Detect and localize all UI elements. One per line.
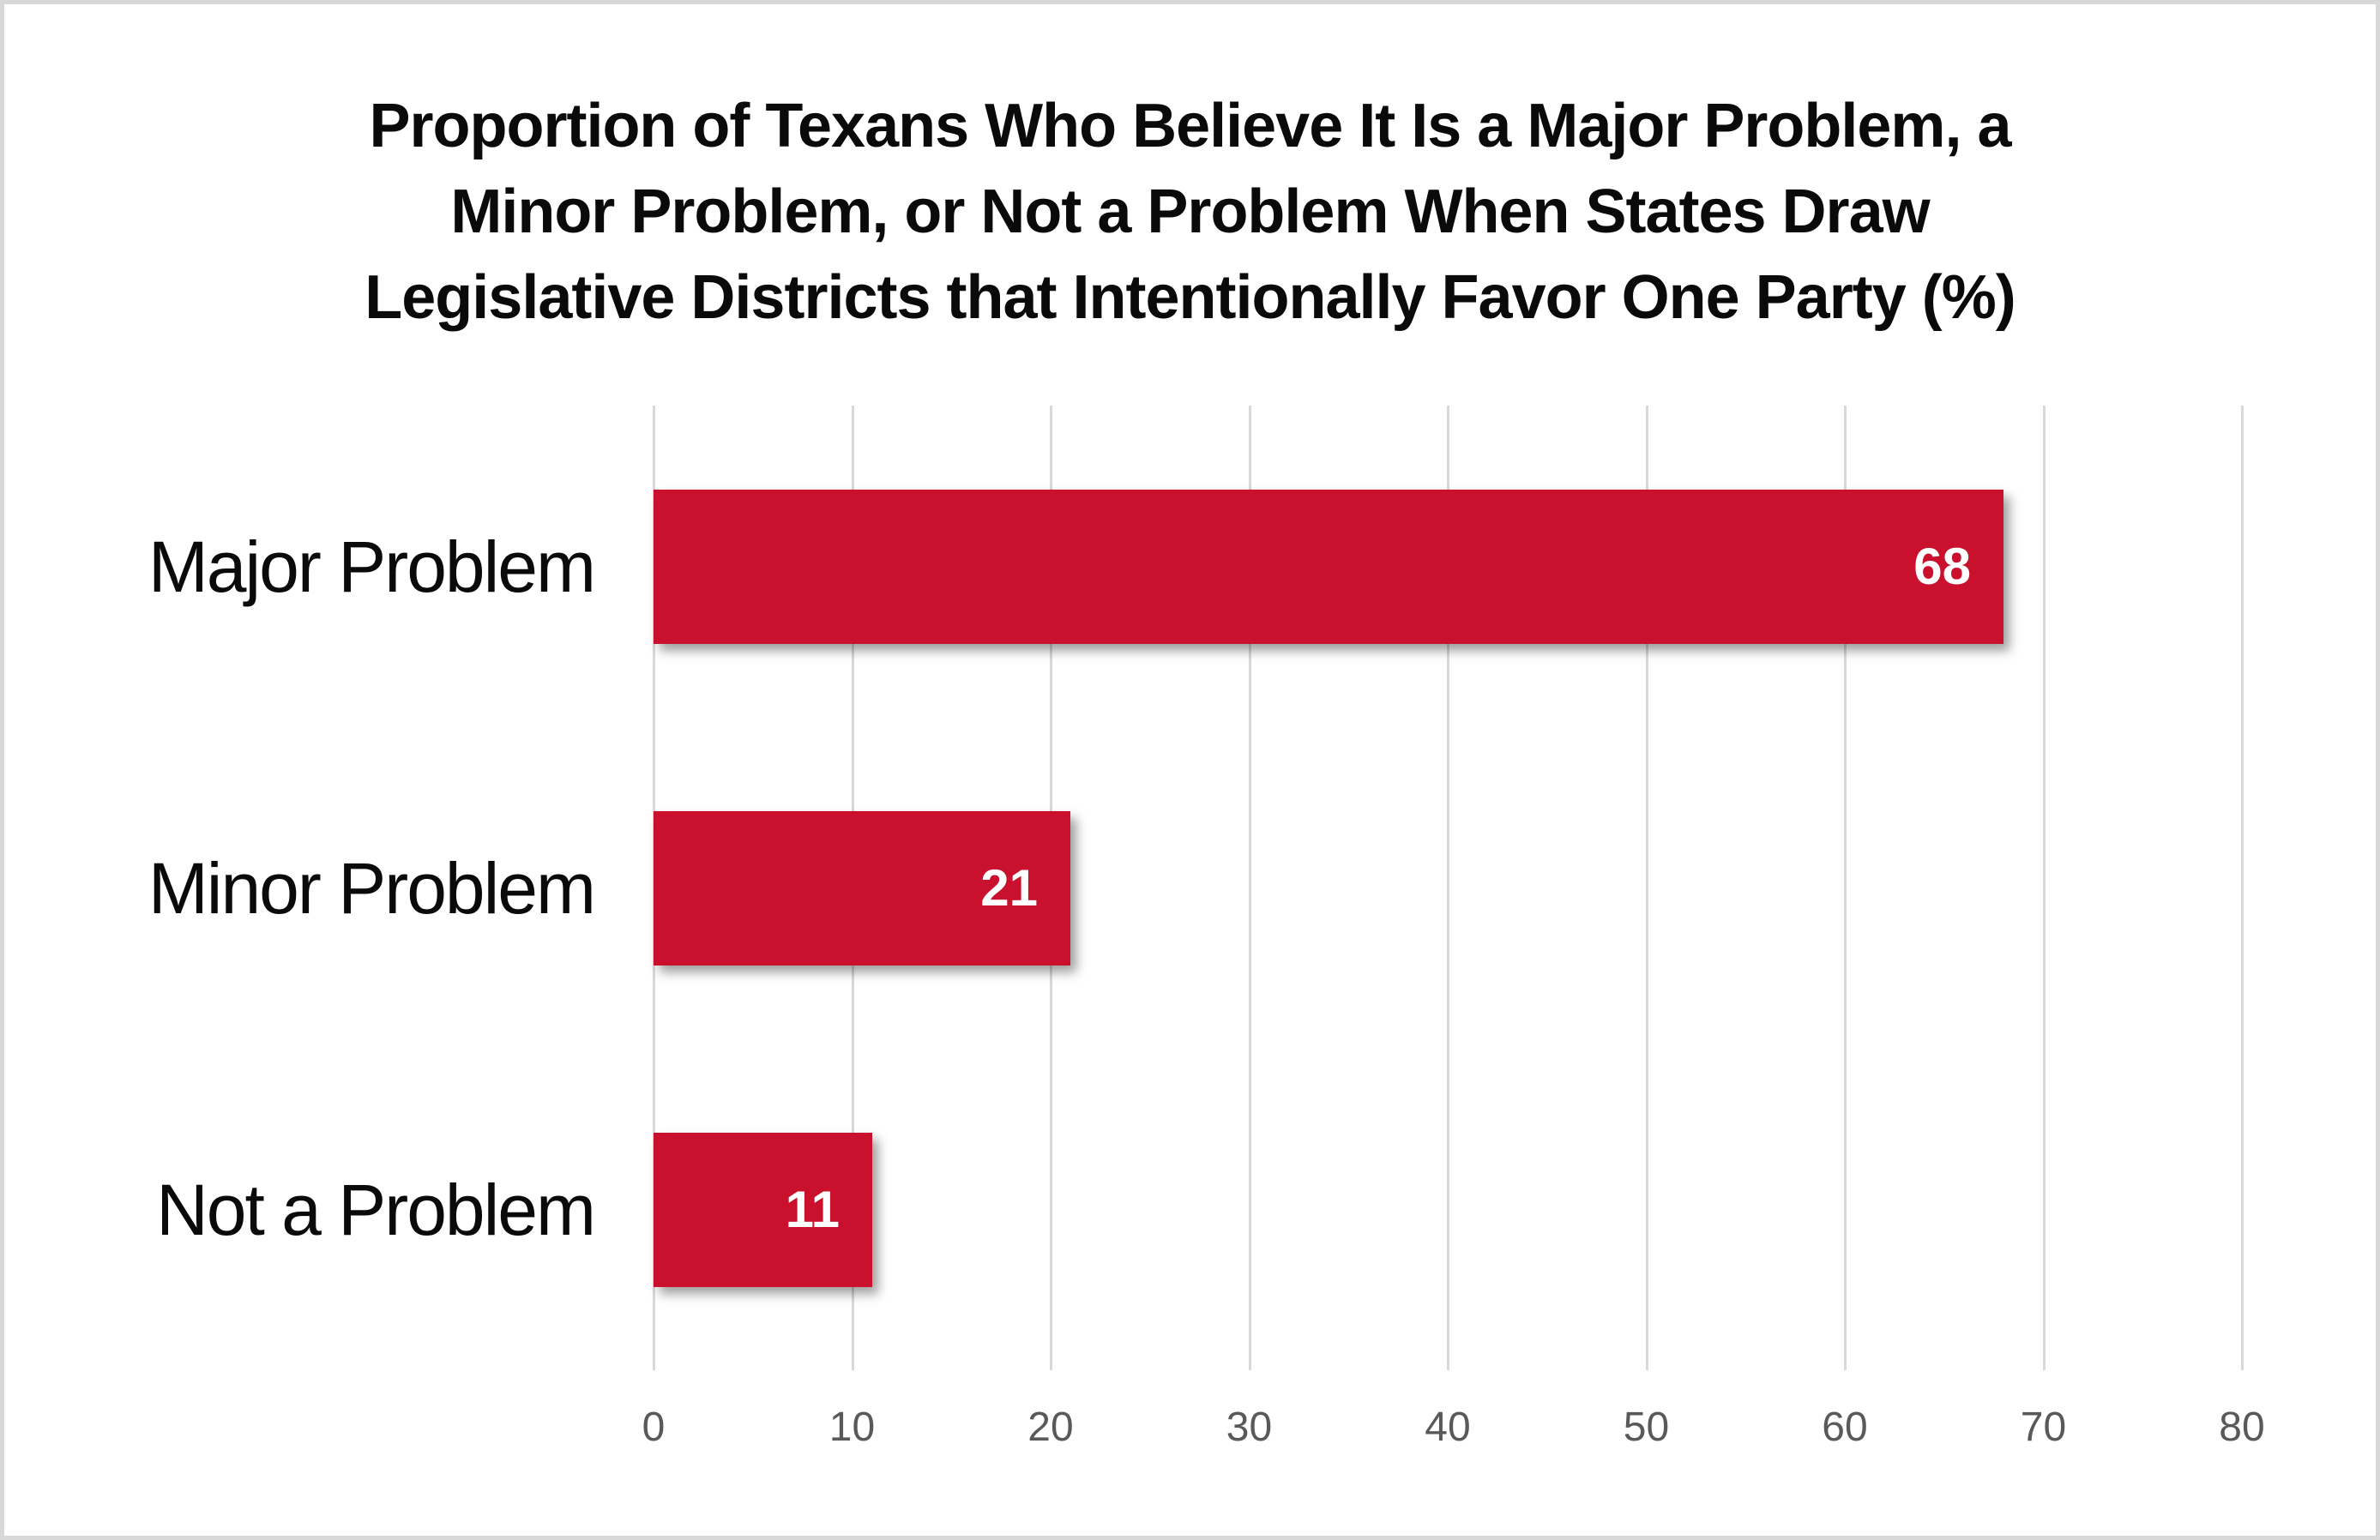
x-axis-tick-label-60: 60: [1822, 1405, 1868, 1450]
chart-title-line-3: Legislative Districts that Intentionally…: [365, 263, 2015, 332]
x-axis-tick-label-20: 20: [1027, 1405, 1074, 1450]
gridline-x-70: [2042, 406, 2046, 1370]
plot-area: 0 10 20 30 40 50 60 70 80 Major Problem 68 Minor Pr…: [4, 4, 2376, 1536]
category-label-not-a-problem: Not a Problem: [156, 1169, 596, 1250]
x-axis-tick-label-10: 10: [828, 1405, 876, 1450]
bar-value-label-minor-problem: 21: [980, 859, 1038, 917]
category-label-major-problem: Major Problem: [148, 526, 596, 607]
x-axis-tick-label-30: 30: [1226, 1405, 1273, 1450]
chart-title-line-1: Proportion of Texans Who Believe It Is a…: [369, 92, 2011, 160]
bar-value-label-not-a-problem: 11: [785, 1181, 840, 1238]
x-axis-tick-label-80: 80: [2219, 1405, 2265, 1450]
bar-major-problem: 68: [654, 489, 2003, 644]
gridline-x-30: [1248, 406, 1251, 1370]
gridline-x-80: [2241, 406, 2244, 1370]
bar-minor-problem: 21: [654, 810, 1070, 966]
bar-not-a-problem: 11: [654, 1132, 872, 1287]
gridline-x-60: [1844, 406, 1847, 1370]
category-label-minor-problem: Minor Problem: [148, 847, 596, 929]
x-axis-tick-label-0: 0: [642, 1405, 666, 1450]
x-axis-tick-label-70: 70: [2020, 1405, 2067, 1450]
gridline-x-40: [1447, 406, 1449, 1370]
gridline-x-50: [1645, 406, 1648, 1370]
x-axis-tick-label-40: 40: [1425, 1405, 1471, 1450]
x-axis-tick-label-50: 50: [1623, 1405, 1670, 1450]
chart-title-line-2: Minor Problem, or Not a Problem When Sta…: [450, 177, 1930, 246]
bar-value-label-major-problem: 68: [1913, 538, 1971, 595]
chart-title: Proportion of Texans Who Believe It Is a…: [4, 83, 2376, 340]
